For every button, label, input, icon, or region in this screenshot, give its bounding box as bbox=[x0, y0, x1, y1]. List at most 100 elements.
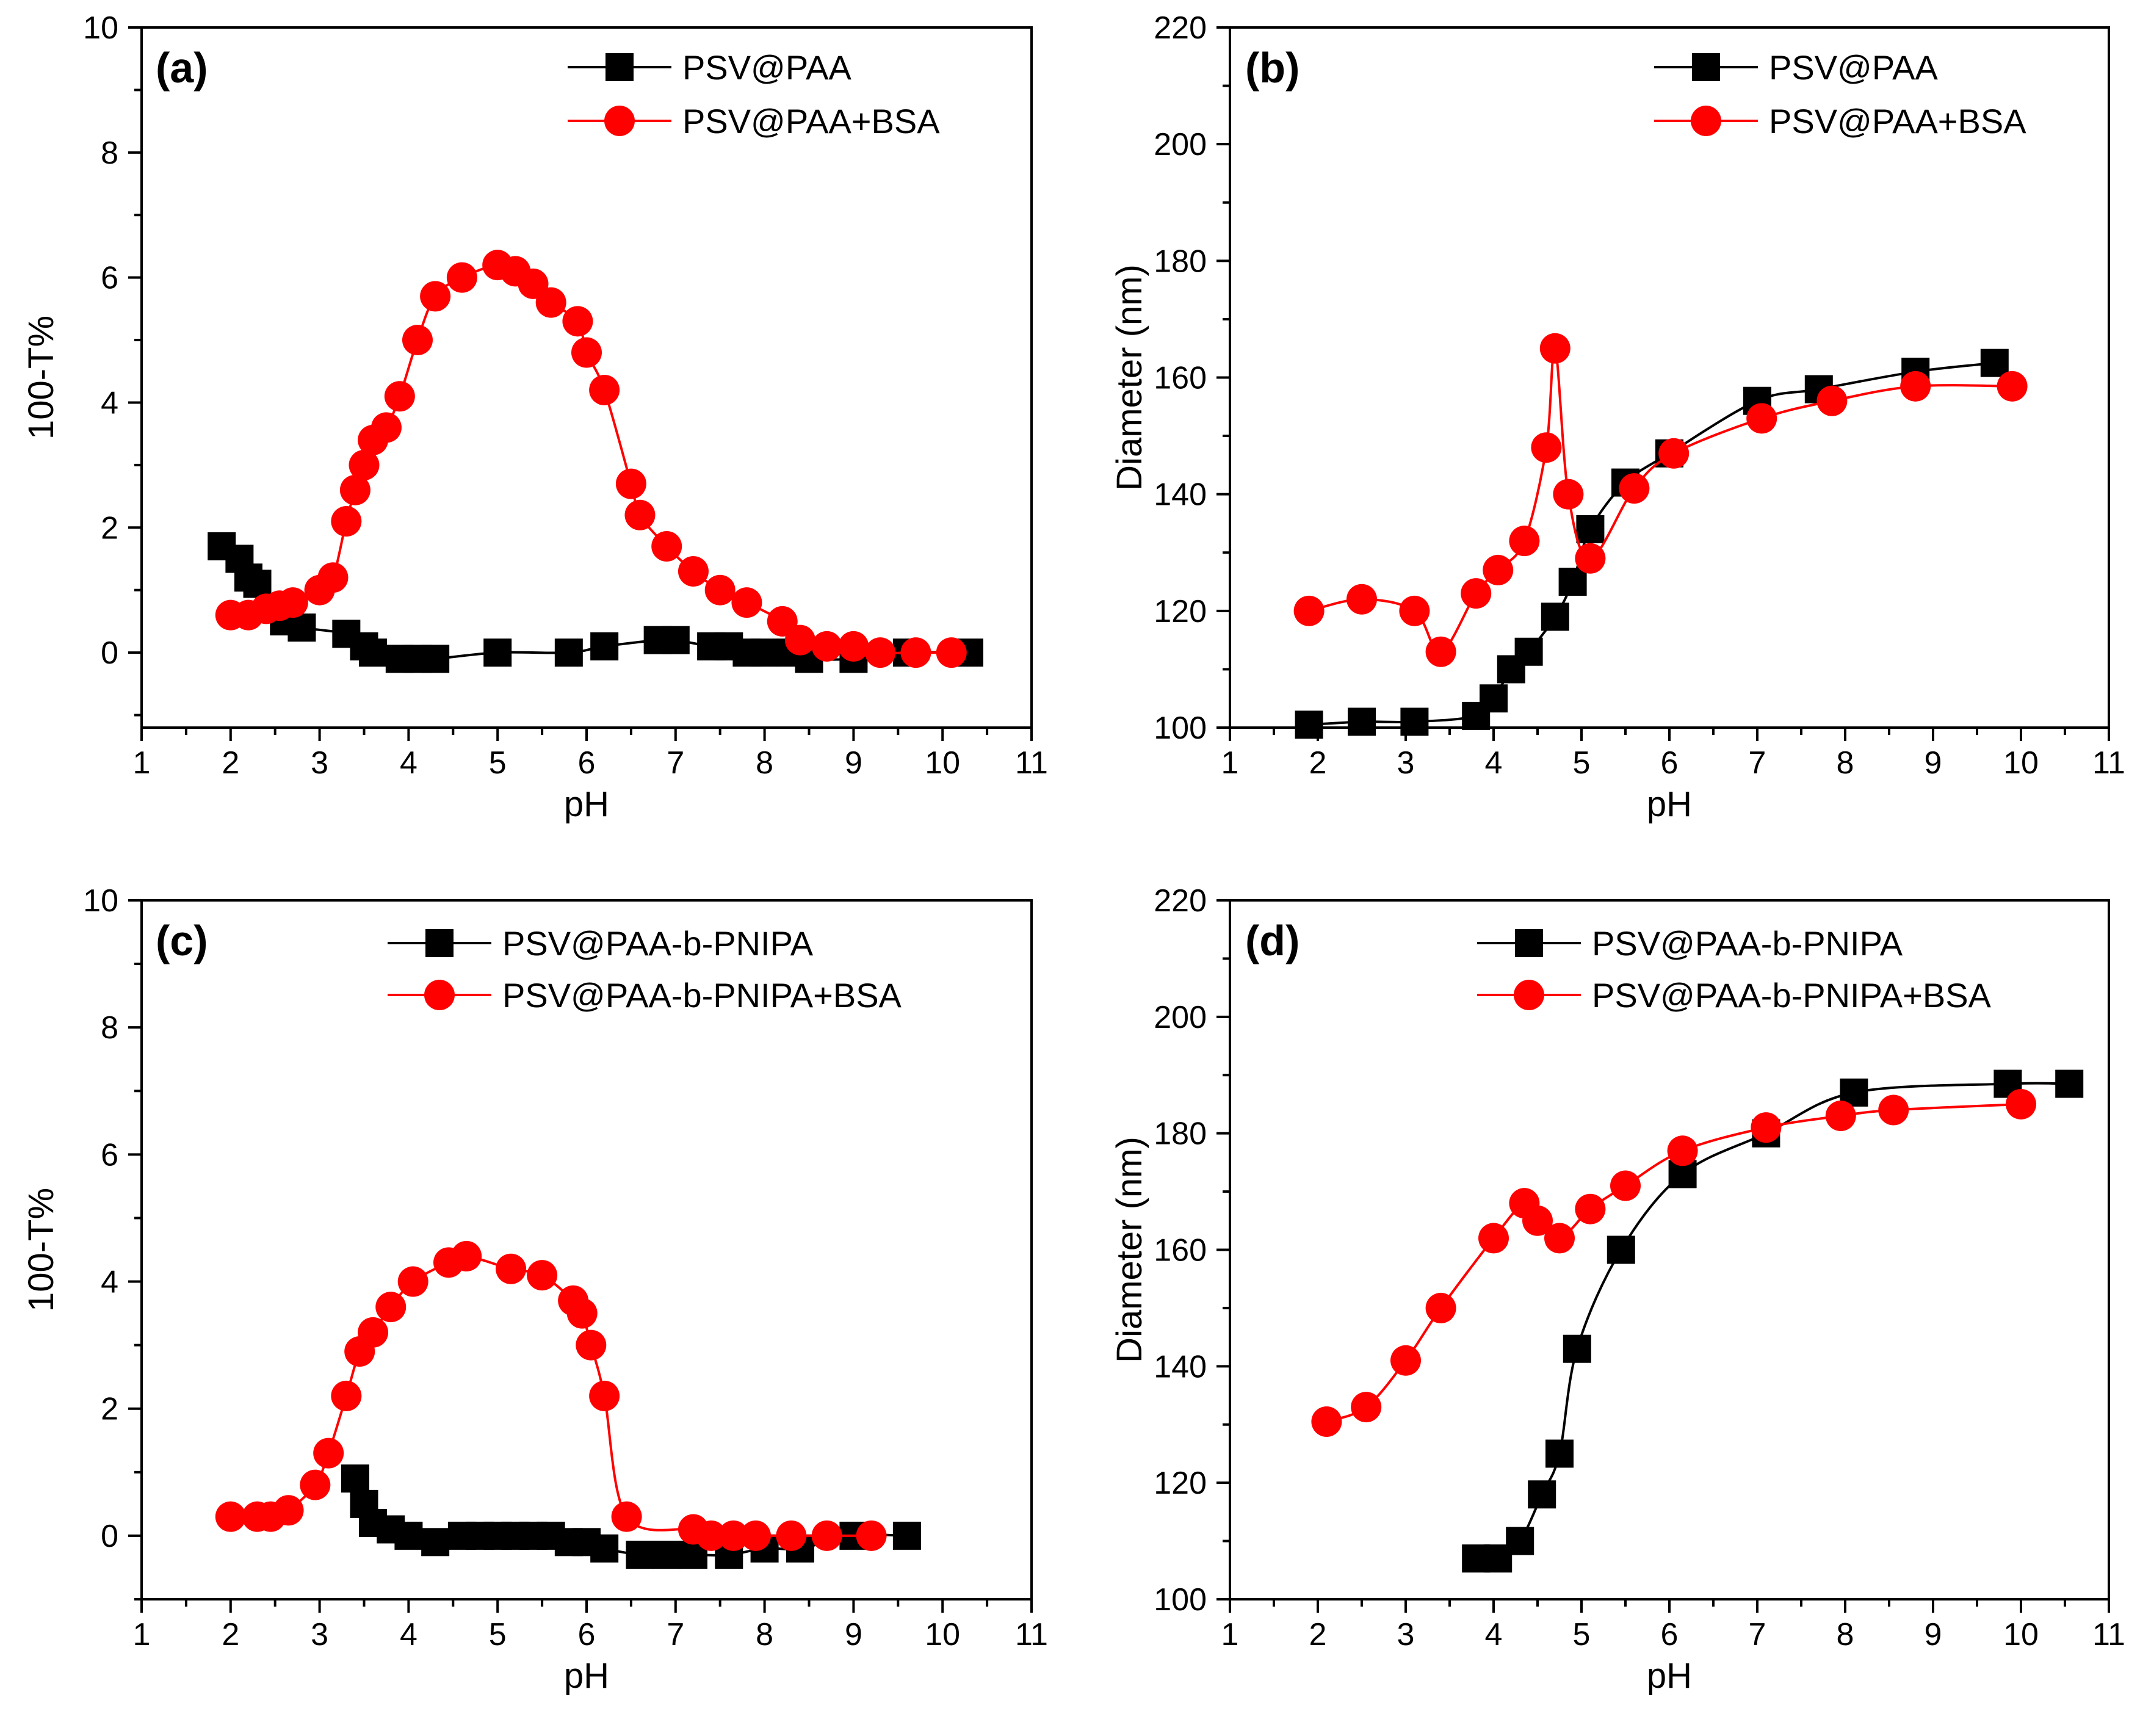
series-red bbox=[1311, 1088, 2036, 1437]
legend-label: PSV@PAA-b-PNIPA+BSA bbox=[1592, 976, 1992, 1014]
y-tick-label: 2 bbox=[101, 510, 118, 546]
data-point bbox=[1311, 1406, 1342, 1437]
data-point bbox=[678, 555, 709, 587]
y-tick-label: 220 bbox=[1154, 883, 1207, 919]
data-point bbox=[1514, 637, 1543, 666]
y-tick-label: 10 bbox=[83, 10, 118, 46]
x-tick-label: 8 bbox=[1837, 745, 1854, 781]
x-tick-label: 1 bbox=[133, 745, 151, 781]
data-point bbox=[331, 506, 362, 537]
data-point bbox=[1478, 1223, 1509, 1254]
y-tick-label: 200 bbox=[1154, 1000, 1207, 1035]
y-axis-label: Diameter (nm) bbox=[1110, 264, 1149, 491]
data-point bbox=[421, 645, 450, 673]
legend-label: PSV@PAA+BSA bbox=[1769, 102, 2026, 140]
panel-label: (c) bbox=[156, 917, 208, 964]
data-point bbox=[1575, 1193, 1606, 1224]
y-axis-label: 100-T% bbox=[21, 316, 61, 439]
data-point bbox=[397, 1266, 428, 1297]
data-point bbox=[420, 281, 451, 312]
data-point bbox=[652, 1541, 681, 1569]
x-tick-label: 10 bbox=[925, 745, 960, 781]
data-point bbox=[402, 325, 433, 356]
series-line bbox=[1309, 361, 1995, 726]
y-tick-label: 180 bbox=[1154, 1116, 1207, 1152]
data-point bbox=[535, 287, 566, 318]
x-tick-label: 10 bbox=[2003, 745, 2039, 781]
data-point bbox=[589, 374, 620, 405]
x-tick-label: 2 bbox=[1309, 745, 1327, 781]
y-tick-label: 220 bbox=[1154, 10, 1207, 46]
x-tick-label: 6 bbox=[1661, 745, 1679, 781]
data-point bbox=[339, 474, 370, 505]
data-point bbox=[1348, 707, 1376, 736]
data-point bbox=[370, 412, 402, 443]
chart-panel-c: 1 2 3 4 5 6 7 8 9 10 11 0 2 4 6 8 10 pH 100-T% (c) PSV@PAA-b… bbox=[21, 883, 1048, 1696]
x-tick-label: 8 bbox=[1837, 1617, 1854, 1652]
data-point bbox=[1553, 479, 1584, 510]
data-point bbox=[359, 638, 388, 667]
data-point bbox=[704, 574, 736, 606]
chart-panel-d: 1 2 3 4 5 6 7 8 9 10 11 100 120 140 160 180 200 220 pH Diam… bbox=[1110, 883, 2125, 1696]
data-point bbox=[1900, 371, 1931, 402]
x-tick-label: 3 bbox=[311, 1617, 328, 1652]
data-point bbox=[1980, 349, 2009, 377]
x-axis-label: pH bbox=[1647, 1656, 1692, 1696]
data-point bbox=[527, 1260, 558, 1291]
legend-marker bbox=[424, 980, 455, 1010]
y-tick-label: 6 bbox=[101, 261, 118, 296]
data-point bbox=[1619, 473, 1650, 504]
data-point bbox=[566, 1298, 598, 1329]
data-point bbox=[1295, 711, 1323, 739]
x-tick-label: 5 bbox=[1573, 745, 1591, 781]
x-tick-label: 6 bbox=[578, 1617, 596, 1652]
legend-marker bbox=[1691, 106, 1721, 136]
x-tick-label: 4 bbox=[1485, 745, 1503, 781]
series-red bbox=[1293, 333, 2028, 667]
legend-marker bbox=[1514, 980, 1544, 1010]
x-tick-label: 8 bbox=[756, 745, 773, 781]
data-point bbox=[1390, 1345, 1421, 1376]
data-point bbox=[1746, 403, 1777, 434]
data-point bbox=[1997, 371, 2028, 402]
panel-label: (b) bbox=[1245, 44, 1299, 92]
x-tick-label: 8 bbox=[756, 1617, 773, 1652]
x-tick-label: 11 bbox=[2092, 745, 2125, 781]
data-point bbox=[375, 1292, 407, 1323]
x-tick-label: 3 bbox=[311, 745, 328, 781]
data-point bbox=[451, 1240, 482, 1271]
data-point bbox=[865, 637, 896, 668]
x-tick-label: 7 bbox=[667, 1617, 684, 1652]
data-point bbox=[331, 1380, 362, 1411]
legend-entry: PSV@PAA-b-PNIPA+BSA bbox=[388, 976, 902, 1014]
y-tick-label: 10 bbox=[83, 883, 118, 919]
x-tick-label: 11 bbox=[2092, 1617, 2125, 1652]
data-point bbox=[1425, 636, 1456, 667]
data-point bbox=[651, 531, 682, 562]
x-tick-label: 5 bbox=[489, 1617, 507, 1652]
legend-label: PSV@PAA-b-PNIPA+BSA bbox=[502, 976, 902, 1014]
data-point bbox=[811, 1520, 842, 1551]
data-point bbox=[1531, 432, 1562, 463]
x-tick-label: 1 bbox=[1221, 745, 1239, 781]
data-point bbox=[626, 1541, 654, 1569]
data-point bbox=[1399, 595, 1430, 626]
data-point bbox=[358, 1317, 389, 1348]
data-point bbox=[1563, 1334, 1591, 1363]
x-tick-label: 1 bbox=[133, 1617, 151, 1652]
x-tick-label: 1 bbox=[1221, 1617, 1239, 1652]
y-axis-label: 100-T% bbox=[21, 1188, 61, 1312]
series-red bbox=[215, 250, 967, 668]
data-point bbox=[394, 1521, 423, 1550]
data-point bbox=[341, 1464, 369, 1493]
data-point bbox=[1528, 1480, 1556, 1509]
series-red bbox=[215, 1240, 887, 1551]
y-tick-label: 200 bbox=[1154, 127, 1207, 162]
y-tick-label: 4 bbox=[101, 1265, 118, 1300]
legend-label: PSV@PAA+BSA bbox=[682, 102, 940, 140]
x-tick-label: 11 bbox=[1015, 745, 1048, 781]
x-axis-label: pH bbox=[1647, 784, 1692, 824]
y-tick-label: 100 bbox=[1154, 711, 1207, 746]
x-axis-label: pH bbox=[564, 784, 609, 824]
y-axis-label: Diameter (nm) bbox=[1110, 1137, 1149, 1363]
